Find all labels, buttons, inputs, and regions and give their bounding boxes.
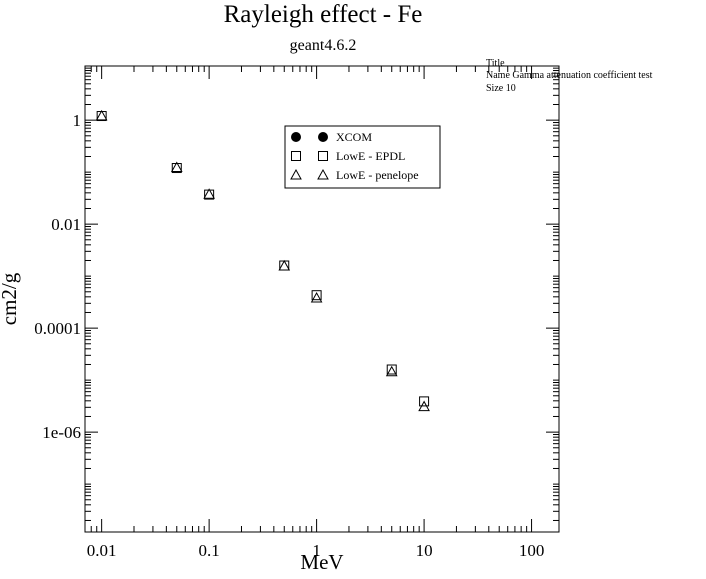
legend-marker <box>291 151 301 161</box>
data-point-open-square <box>386 364 397 375</box>
legend-marker <box>317 168 329 180</box>
data-point-open-triangle <box>278 259 291 271</box>
y-axis-label: cm2/g <box>0 272 21 325</box>
x-tick-label: 0.1 <box>199 541 220 560</box>
data-point-open-square <box>311 290 322 301</box>
legend-marker <box>291 132 301 142</box>
x-tick-label: 100 <box>519 541 545 560</box>
data-point-open-triangle <box>170 161 183 172</box>
legend-marker <box>318 151 328 161</box>
stats-line-title: Title <box>486 58 505 69</box>
legend-label: LowE - penelope <box>336 168 419 182</box>
y-tick-label: 1e-06 <box>42 423 81 442</box>
stats-line-name: Name Gamma attenuation coefficient test <box>486 70 653 81</box>
y-tick-label: 0.01 <box>51 215 81 234</box>
legend-box <box>284 125 441 189</box>
data-point-open-triangle <box>95 109 108 121</box>
axis-ticks <box>84 66 559 532</box>
y-tick-label: 1 <box>73 111 82 130</box>
axis-tick-labels: 0.01 0.1 1 10 100 1e-06 0.0001 0.01 1 <box>34 111 544 560</box>
legend-label: LowE - EPDL <box>336 149 405 163</box>
plot-frame <box>84 65 560 533</box>
y-tick-label: 0.0001 <box>34 319 81 338</box>
data-point-open-square <box>419 396 430 407</box>
legend-label: XCOM <box>336 130 372 144</box>
data-point-open-triangle <box>203 188 215 199</box>
legend: XCOM LowE - EPDL LowE - penelope <box>284 125 441 189</box>
data-point-open-square <box>279 260 290 271</box>
x-tick-label: 0.01 <box>87 541 117 560</box>
stats-box: Title Name Gamma attenuation coefficient… <box>486 58 653 94</box>
data-point-open-square <box>171 163 182 174</box>
data-points <box>95 109 430 412</box>
x-tick-label: 10 <box>416 541 433 560</box>
legend-marker <box>290 168 302 180</box>
data-point-open-triangle <box>418 400 430 412</box>
data-point-open-triangle <box>310 291 323 303</box>
stats-line-size: Size 10 <box>486 83 516 94</box>
x-axis-label: MeV <box>300 550 343 574</box>
legend-marker <box>318 132 328 142</box>
data-point-open-triangle <box>385 365 398 377</box>
chart-title: Rayleigh effect - Fe <box>224 1 423 28</box>
x-tick-label: 1 <box>312 541 321 560</box>
chart-subtitle: geant4.6.2 <box>290 37 357 54</box>
